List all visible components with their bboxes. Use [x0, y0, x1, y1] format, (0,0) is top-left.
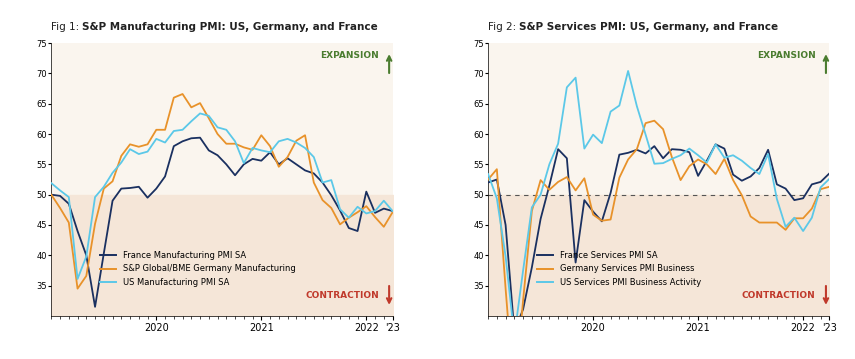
Text: Fig 2:: Fig 2:: [488, 22, 520, 32]
Text: S&P Services PMI: US, Germany, and France: S&P Services PMI: US, Germany, and Franc…: [519, 22, 778, 32]
Text: CONTRACTION: CONTRACTION: [742, 290, 816, 299]
Legend: France Services PMI SA, Germany Services PMI Business, US Services PMI Business : France Services PMI SA, Germany Services…: [534, 248, 705, 290]
Text: S&P Manufacturing PMI: US, Germany, and France: S&P Manufacturing PMI: US, Germany, and …: [82, 22, 378, 32]
Text: CONTRACTION: CONTRACTION: [305, 290, 379, 299]
Text: EXPANSION: EXPANSION: [320, 51, 379, 60]
Legend: France Manufacturing PMI SA, S&P Global/BME Germany Manufacturing, US Manufactur: France Manufacturing PMI SA, S&P Global/…: [97, 248, 299, 290]
Text: EXPANSION: EXPANSION: [757, 51, 816, 60]
Text: Fig 1:: Fig 1:: [51, 22, 83, 32]
